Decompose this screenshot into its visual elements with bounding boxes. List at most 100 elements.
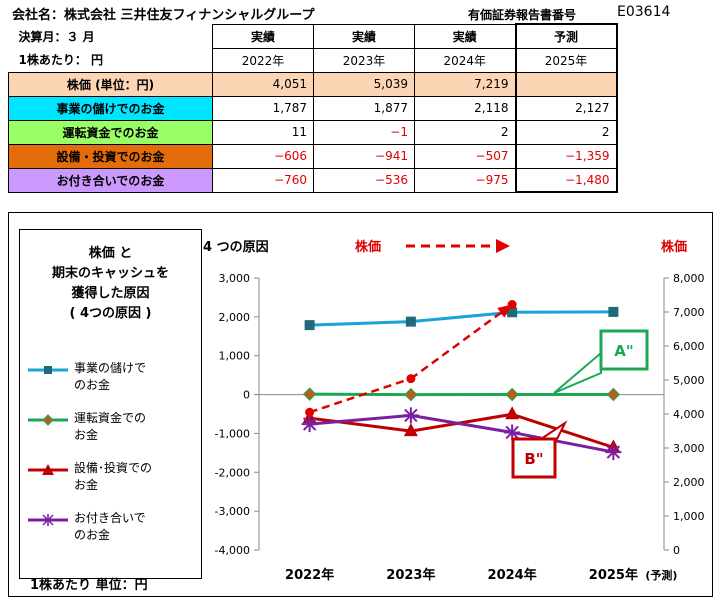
data-point	[505, 406, 520, 420]
legend: 株価 と 期末のキャッシュを 獲得した原因 ( 4つの原因 ) 事業の儲けで のお…	[19, 229, 203, 593]
left-tick-label: 1,000	[219, 350, 251, 363]
left-tick-label: -3,000	[215, 505, 250, 518]
doc-code-label: 有価証券報告書番号	[468, 8, 577, 22]
legend-item-label: お付き合いで のお金	[74, 510, 146, 544]
arrowhead-icon	[497, 304, 513, 318]
right-tick-label: 6,000	[673, 340, 705, 353]
data-point	[608, 306, 619, 317]
left-tick-label: -1,000	[215, 427, 250, 440]
cell-value: 2	[414, 119, 516, 145]
fiscal-month-label: 決算月：３ 月	[18, 29, 95, 44]
legend-item-label: 事業の儲けで のお金	[74, 360, 146, 394]
x-tick-label: 2023年	[386, 567, 435, 583]
table-row: 運転資金でのお金 11 −1 2 2	[8, 119, 618, 145]
legend-line2: お金	[74, 428, 99, 442]
chart-title: 4 つの原因	[203, 240, 269, 255]
cell-value: 7,219	[414, 71, 516, 97]
table-row: お付き合いでのお金 −760 −536 −975 −1,480	[8, 167, 618, 193]
right-tick-label: 8,000	[673, 272, 705, 285]
forecast-suffix: (予測)	[645, 568, 677, 582]
cell-value: −606	[212, 143, 314, 169]
right-tick-label: 2,000	[673, 476, 705, 489]
left-tick-label: -2,000	[215, 466, 250, 479]
data-point	[305, 407, 315, 417]
right-tick-label: 5,000	[673, 374, 705, 387]
right-tick-label: 1,000	[673, 510, 705, 523]
row-label-price: 株価 (単位：円)	[8, 71, 213, 97]
legend-title-line: 株価 と	[88, 246, 133, 261]
cell-value: 2	[514, 119, 618, 145]
cell-value: 4,051	[212, 71, 314, 97]
legend-line1: 事業の儲けで	[74, 361, 147, 375]
table-header-row-types: 決算月：３ 月 実績 実績 実績 予測	[9, 23, 618, 49]
data-point	[507, 307, 518, 318]
cell-value: 2,127	[514, 95, 618, 121]
series-0	[304, 306, 619, 331]
left-tick-label: 2,000	[219, 311, 251, 324]
series-3	[301, 407, 622, 461]
row-label-investment: 設備・投資でのお金	[8, 143, 213, 169]
data-point	[505, 387, 519, 402]
legend-title-line: 獲得した原因	[71, 286, 150, 301]
data-point	[504, 424, 521, 441]
header-year-2025: 2025年	[514, 47, 618, 73]
legend-item-operating: 事業の儲けで のお金	[28, 360, 203, 400]
legend-line2: のお金	[74, 378, 111, 392]
header-year-2022: 2022年	[212, 47, 314, 73]
header-type-2022: 実績	[212, 23, 314, 49]
legend-title-line: ( 4つの原因 )	[69, 306, 152, 321]
series-line	[309, 413, 614, 454]
row-label-financing: お付き合いでのお金	[8, 167, 213, 193]
cell-value: −975	[414, 167, 516, 193]
legend-item-working-capital: 運転資金での お金	[28, 410, 203, 450]
data-point	[404, 387, 418, 402]
data-point	[507, 300, 517, 310]
cell-value: −1,480	[514, 167, 618, 193]
legend-marker-square-icon	[28, 366, 68, 374]
plot-svg: 4 つの原因 株価 株価 3,000 2,000 1,000 0 -1,000 -2,00…	[203, 239, 705, 583]
data-point	[304, 320, 315, 331]
table-row: 株価 (単位：円) 4,051 5,039 7,219	[8, 71, 618, 97]
data-point	[405, 316, 416, 327]
cell-value: −1,359	[514, 143, 618, 169]
callout-b-box	[511, 437, 557, 479]
data-point	[606, 387, 621, 402]
series-line	[309, 310, 614, 327]
legend-marker-triangle-icon	[28, 464, 68, 475]
right-tick-label: 0	[673, 544, 680, 557]
cell-value: −760	[212, 167, 314, 193]
right-tick-label: 3,000	[673, 442, 705, 455]
table-header-row-years: 1株あたり： 円 2022年 2023年 2024年 2025年	[9, 47, 618, 73]
legend-marker-star-icon	[28, 514, 68, 526]
financial-table: 決算月：３ 月 実績 実績 実績 予測 1株あたり： 円 2022年 2023年…	[8, 23, 618, 193]
doc-code: E03614	[617, 4, 671, 20]
left-tick-label: -4,000	[215, 544, 250, 557]
legend-item-label: 設備･投資での お金	[74, 460, 152, 494]
legend-item-financing: お付き合いで のお金	[28, 510, 203, 550]
per-share-label: 1株あたり： 円	[18, 53, 104, 68]
legend-title-line: 期末のキャッシュを	[51, 266, 169, 281]
legend-title: 株価 と 期末のキャッシュを 獲得した原因 ( 4つの原因 )	[20, 244, 201, 324]
header-type-2024: 実績	[414, 23, 516, 49]
x-tick-label: 2024年	[488, 567, 537, 583]
cell-value: 11	[212, 119, 314, 145]
series-4	[305, 300, 517, 417]
table-row: 事業の儲けでのお金 1,787 1,877 2,118 2,127	[8, 95, 618, 121]
data-point	[605, 444, 622, 461]
cell-value	[514, 71, 618, 97]
series-line-segment	[309, 377, 412, 414]
right-axis-title: 株価	[661, 239, 687, 255]
callout-a-pointer	[553, 350, 602, 394]
cell-value: 5,039	[313, 71, 415, 97]
legend-line1: 運転資金での	[74, 411, 147, 425]
cell-value: 2,118	[414, 95, 516, 121]
data-point	[403, 423, 418, 437]
cell-value: 1,877	[313, 95, 415, 121]
legend-item-investment: 設備･投資での お金	[28, 460, 203, 500]
right-tick-label: 7,000	[673, 306, 705, 319]
legend-line2: のお金	[74, 528, 111, 542]
cell-value: −507	[414, 143, 516, 169]
header-type-2023: 実績	[313, 23, 415, 49]
legend-item-label: 運転資金での お金	[74, 410, 146, 444]
header-year-2023: 2023年	[313, 47, 415, 73]
